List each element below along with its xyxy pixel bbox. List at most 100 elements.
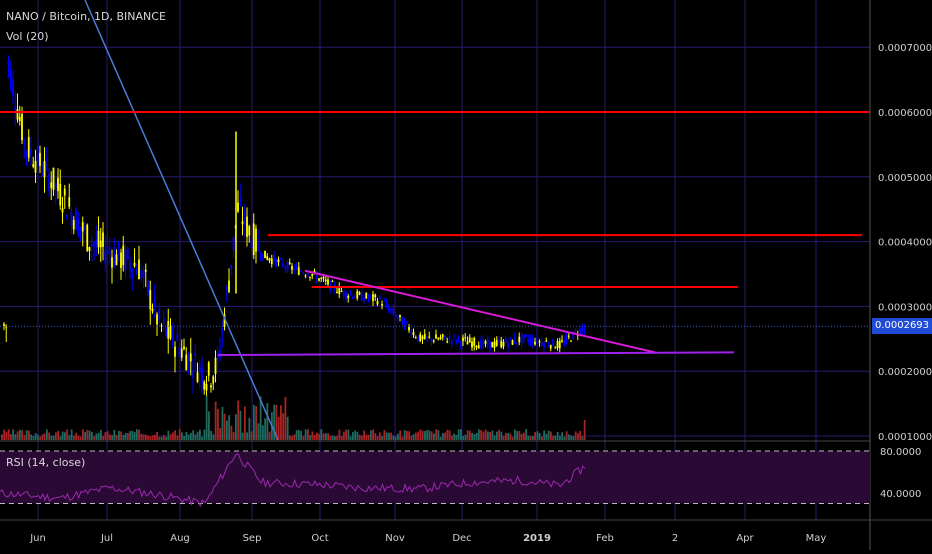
- candle-body: [201, 368, 203, 383]
- volume-bar: [437, 430, 440, 440]
- volume-bar: [527, 435, 530, 440]
- candle-body: [81, 222, 84, 232]
- candle-body: [495, 340, 498, 346]
- candle-body: [579, 328, 581, 335]
- candle-body: [522, 334, 525, 340]
- candle-body: [408, 326, 410, 331]
- candle-body: [383, 301, 386, 303]
- volume-bar: [156, 432, 159, 440]
- volume-bar: [280, 405, 282, 440]
- candle-body: [210, 385, 212, 388]
- volume-bar: [10, 433, 12, 440]
- volume-bar: [307, 429, 309, 440]
- volume-bar: [124, 433, 127, 440]
- candle-body: [552, 339, 554, 347]
- candle-body: [255, 228, 257, 252]
- candle-body: [318, 278, 320, 281]
- candle-body: [117, 241, 120, 257]
- volume-bar: [520, 433, 523, 440]
- volume-bar: [284, 396, 287, 440]
- volume-bar: [583, 420, 586, 440]
- volume-bar: [187, 434, 190, 440]
- volume-bar: [122, 434, 125, 440]
- volume-bar: [196, 431, 199, 440]
- rsi-tick-label: 40.0000: [880, 489, 921, 500]
- volume-bar: [554, 435, 557, 440]
- candle-body: [88, 247, 91, 251]
- volume-bar: [28, 430, 30, 440]
- volume-bar: [268, 431, 271, 440]
- volume-bar: [165, 436, 168, 440]
- volume-bar: [370, 430, 372, 440]
- volume-bar: [185, 431, 188, 440]
- candle-body: [52, 167, 55, 191]
- volume-bar: [349, 436, 352, 440]
- volume-bar: [235, 414, 237, 440]
- candle-body: [174, 346, 176, 357]
- volume-bar: [64, 432, 66, 440]
- candle-body: [84, 226, 86, 229]
- candle-body: [21, 113, 23, 141]
- volume-bar: [37, 434, 39, 440]
- candle-body: [340, 291, 343, 293]
- volume-bar: [410, 435, 413, 440]
- volume-bar: [565, 431, 568, 440]
- volume-bar: [75, 432, 78, 440]
- candle-body: [342, 290, 345, 297]
- volume-bar: [255, 406, 258, 440]
- candle-body: [531, 337, 534, 345]
- volume-bar: [426, 430, 429, 440]
- candle-body: [502, 341, 505, 347]
- volume-bar: [174, 430, 177, 440]
- volume-bar: [147, 435, 150, 440]
- candle-body: [239, 198, 242, 204]
- candle-body: [547, 345, 550, 347]
- candle-body: [486, 339, 489, 346]
- volume-bar: [176, 435, 179, 440]
- volume-bar: [70, 429, 73, 440]
- candle-body: [563, 340, 566, 345]
- volume-bar: [250, 431, 253, 440]
- candle-body: [399, 314, 401, 317]
- volume-bar: [208, 411, 210, 440]
- volume-bar: [304, 429, 307, 440]
- candle-body: [477, 345, 480, 349]
- trend-line: [84, 0, 279, 441]
- candle-body: [192, 372, 194, 378]
- candle-body: [448, 336, 451, 339]
- volume-bar: [154, 434, 156, 440]
- volume-bar: [104, 432, 107, 440]
- candle-body: [59, 183, 62, 206]
- volume-legend[interactable]: Vol (20): [6, 30, 49, 43]
- candle-body: [268, 258, 271, 261]
- price-tick-label: 0.0002000: [878, 367, 932, 378]
- rsi-legend[interactable]: RSI (14, close): [6, 456, 86, 469]
- volume-bar: [475, 432, 478, 440]
- volume-bar: [347, 429, 350, 440]
- candle-body: [412, 332, 415, 336]
- volume-bar: [277, 417, 280, 440]
- volume-bar: [327, 433, 330, 440]
- volume-bar: [169, 434, 172, 440]
- candle-body: [99, 240, 102, 248]
- volume-bar: [541, 436, 543, 440]
- candle-body: [39, 152, 41, 166]
- volume-bar: [365, 434, 368, 440]
- volume-bar: [275, 404, 278, 440]
- candle-body: [133, 262, 136, 267]
- volume-bar: [190, 432, 192, 440]
- candle-body: [468, 337, 471, 343]
- candle-body: [250, 238, 253, 248]
- symbol-legend[interactable]: NANO / Bitcoin, 1D, BINANCE: [6, 10, 166, 23]
- volume-bar: [453, 433, 456, 440]
- candle-body: [54, 183, 57, 189]
- rsi-tick-label: 80.0000: [880, 447, 921, 458]
- candle-body: [16, 109, 19, 120]
- volume-bar: [316, 432, 318, 440]
- volume-bar: [61, 431, 64, 440]
- volume-bar: [500, 431, 503, 440]
- candle-body: [322, 276, 325, 279]
- volume-bar: [253, 404, 255, 440]
- candle-body: [95, 239, 98, 245]
